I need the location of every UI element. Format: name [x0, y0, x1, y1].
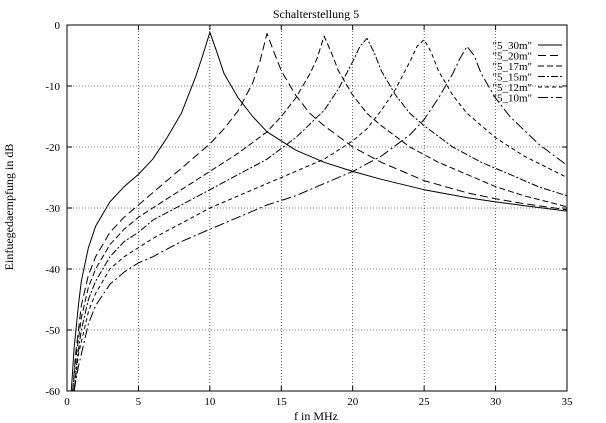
y-tick-label: -60	[45, 386, 60, 398]
x-tick-label: 15	[276, 396, 288, 408]
x-tick-label: 0	[64, 396, 70, 408]
series-line-1	[70, 31, 568, 392]
legend-label: "5_12m"	[492, 82, 532, 94]
series	[70, 31, 568, 392]
x-tick-label: 30	[490, 396, 502, 408]
series-line-6	[73, 45, 568, 392]
y-tick-label: 0	[55, 20, 61, 32]
x-tick-label: 5	[136, 396, 142, 408]
legend-label: "5_15m"	[492, 72, 532, 84]
x-axis-label: f in MHz	[294, 409, 338, 423]
y-tick-label: -30	[45, 203, 60, 215]
chart-title: Schalterstellung 5	[273, 7, 359, 21]
series-line-3	[72, 35, 568, 392]
x-tick-label: 25	[419, 396, 431, 408]
legend-label: "5_30m"	[492, 40, 532, 52]
x-tick-label: 10	[204, 396, 216, 408]
legend-label: "5_20m"	[492, 51, 532, 63]
x-tick-label: 20	[347, 396, 359, 408]
x-tick-label: 35	[562, 396, 574, 408]
y-tick-label: -40	[45, 264, 60, 276]
legend-label: "5_17m"	[492, 61, 532, 73]
ticks: 0 5 10 15 20 25 30 35 -60 -50 -40 -30 -20 -10 0	[45, 20, 573, 408]
series-line-4	[73, 37, 568, 392]
legend-label: "5_10m"	[492, 93, 532, 105]
y-tick-label: -20	[45, 142, 60, 154]
y-tick-label: -10	[45, 81, 60, 93]
series-line-5	[73, 39, 568, 392]
legend: "5_30m""5_20m""5_17m""5_15m""5_12m""5_10…	[492, 40, 562, 105]
series-line-2	[72, 33, 568, 392]
y-axis-label: Einfuegedaempfung in dB	[2, 144, 16, 271]
y-tick-label: -50	[45, 325, 60, 337]
